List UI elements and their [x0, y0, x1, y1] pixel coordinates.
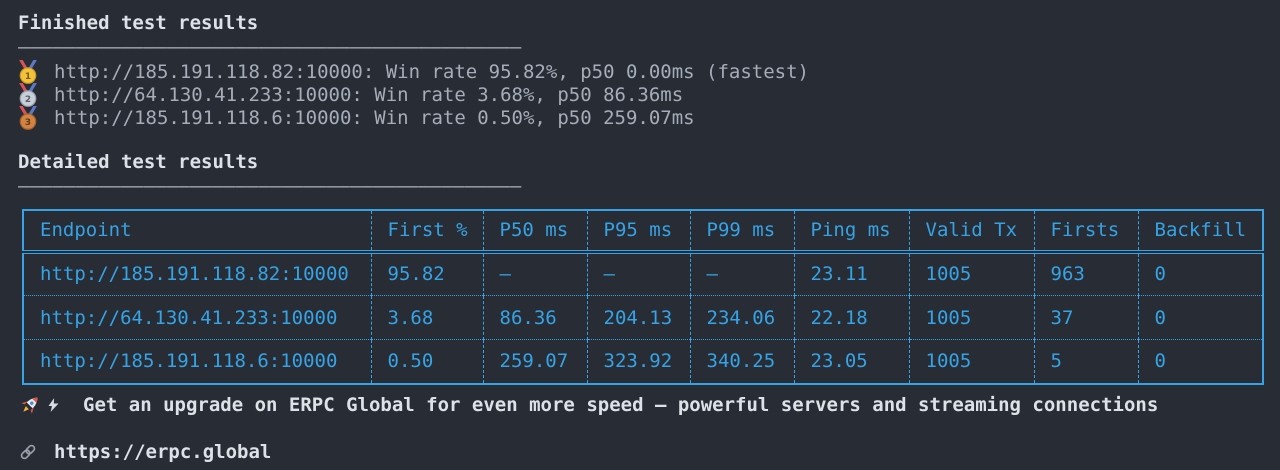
- cell-ping: 23.05: [794, 339, 910, 384]
- podium-line-2: 2 http://64.130.41.233:10000: Win rate 3…: [18, 82, 1262, 107]
- cell-first-pct: 95.82: [371, 251, 484, 296]
- cell-first-pct: 0.50: [371, 339, 484, 384]
- results-table: Endpoint First % P50 ms P95 ms P99 ms Pi…: [22, 208, 1264, 385]
- svg-text:2: 2: [25, 95, 31, 105]
- promo-text: Get an upgrade on ERPC Global for even m…: [83, 394, 1159, 417]
- column-header-p50: P50 ms: [483, 209, 588, 254]
- bronze-medal-icon: 3: [19, 105, 37, 130]
- table-header-row: Endpoint First % P50 ms P95 ms P99 ms Pi…: [23, 209, 1263, 254]
- column-header-endpoint: Endpoint: [23, 209, 372, 254]
- silver-medal-icon: 2: [19, 82, 37, 107]
- cell-valid-tx: 1005: [909, 339, 1035, 384]
- cell-p50: –: [483, 251, 588, 296]
- table-row: http://185.191.118.6:10000 0.50 259.07 3…: [23, 339, 1263, 384]
- cell-p50: 86.36: [483, 295, 588, 340]
- promo-line: Get an upgrade on ERPC Global for even m…: [18, 394, 1262, 417]
- cell-firsts: 5: [1034, 339, 1139, 384]
- svg-text:1: 1: [25, 71, 31, 81]
- detailed-results-heading: Detailed test results: [18, 150, 259, 173]
- finished-results-heading: Finished test results: [18, 12, 259, 34]
- column-header-firsts: Firsts: [1034, 209, 1139, 254]
- cell-valid-tx: 1005: [909, 251, 1035, 296]
- podium-result-text: http://185.191.118.6:10000: Win rate 0.5…: [54, 106, 695, 129]
- cell-backfill: 0: [1154, 263, 1166, 286]
- divider: ––––––––––––––––––––––––––––––––––––––––…: [18, 36, 522, 58]
- rocket-icon: [21, 397, 38, 414]
- link-line: https://erpc.global: [18, 441, 1262, 464]
- table-row: http://64.130.41.233:10000 3.68 86.36 20…: [23, 295, 1263, 340]
- divider: ––––––––––––––––––––––––––––––––––––––––…: [18, 174, 522, 197]
- cell-p50: 259.07: [483, 339, 588, 384]
- cell-p99: –: [690, 251, 795, 296]
- cell-p99: 340.25: [690, 339, 795, 384]
- cell-p95: –: [587, 251, 691, 296]
- cell-endpoint: http://185.191.118.82:10000: [23, 251, 372, 296]
- cell-p95: 204.13: [587, 295, 691, 340]
- column-header-p95: P95 ms: [587, 209, 691, 254]
- cell-firsts: 37: [1034, 295, 1139, 340]
- cell-p95: 323.92: [587, 339, 691, 384]
- cell-first-pct: 3.68: [371, 295, 484, 340]
- podium-line-1: 1 http://185.191.118.82:10000: Win rate …: [18, 59, 1262, 84]
- link-url[interactable]: https://erpc.global: [54, 441, 272, 464]
- cell-backfill: 0: [1138, 339, 1263, 384]
- column-header-ping: Ping ms: [794, 209, 910, 254]
- cell-endpoint: http://185.191.118.6:10000: [23, 339, 372, 384]
- podium-result-text: http://64.130.41.233:10000: Win rate 3.6…: [54, 83, 684, 106]
- lightning-icon: [48, 398, 59, 412]
- podium-result-text: http://185.191.118.82:10000: Win rate 95…: [54, 60, 809, 83]
- column-header-first-pct: First %: [371, 209, 484, 254]
- column-header-valid-tx: Valid Tx: [909, 209, 1035, 254]
- cell-p99: 234.06: [690, 295, 795, 340]
- cell-ping: 23.11: [794, 251, 910, 296]
- cell-backfill: 0: [1138, 295, 1263, 340]
- svg-text:3: 3: [25, 118, 31, 128]
- cell-ping: 22.18: [794, 295, 910, 340]
- podium-list: 1 http://185.191.118.82:10000: Win rate …: [18, 59, 1262, 130]
- podium-line-3: 3 http://185.191.118.6:10000: Win rate 0…: [18, 105, 1262, 130]
- link-icon: [20, 444, 36, 460]
- cell-firsts: 963: [1034, 251, 1139, 296]
- cell-endpoint: http://64.130.41.233:10000: [23, 295, 372, 340]
- table-row: http://185.191.118.82:10000 95.82 – – – …: [23, 251, 1263, 296]
- cell-valid-tx: 1005: [909, 295, 1035, 340]
- column-header-backfill: Backfill: [1138, 209, 1263, 254]
- column-header-p99: P99 ms: [690, 209, 795, 254]
- gold-medal-icon: 1: [19, 59, 37, 84]
